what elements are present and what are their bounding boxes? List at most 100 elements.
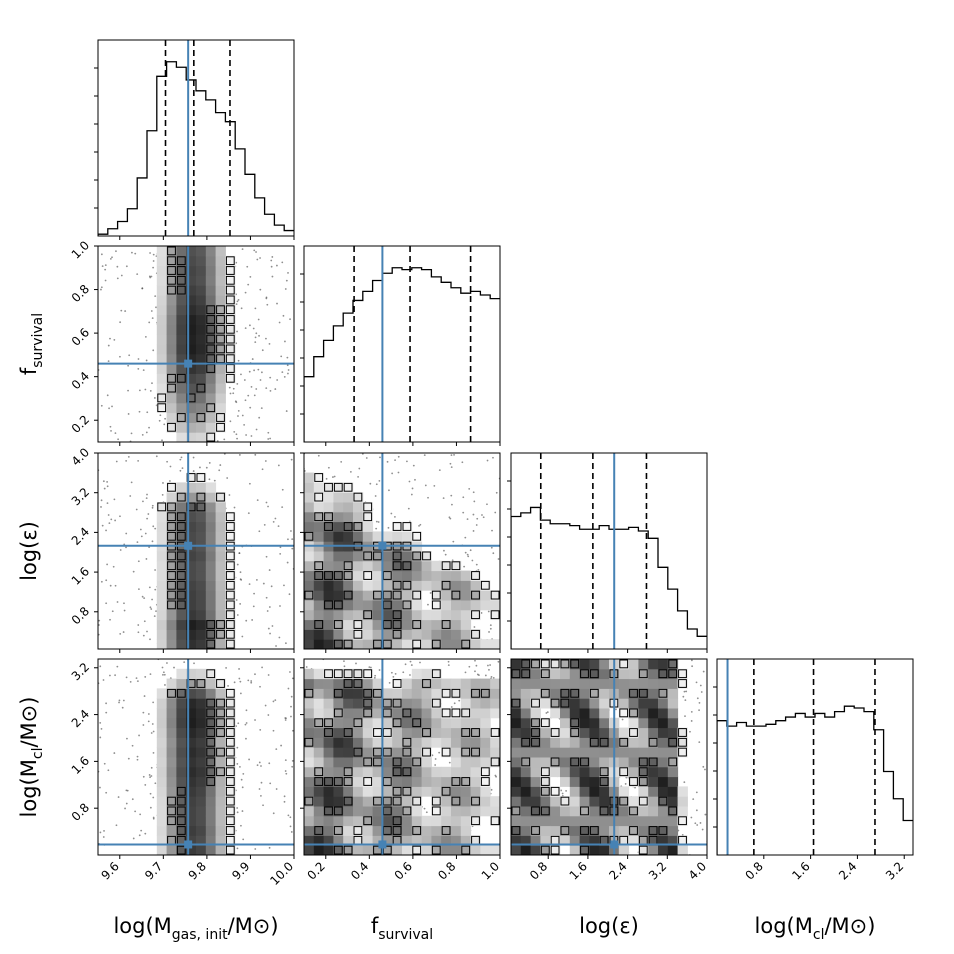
density-cell <box>225 295 236 306</box>
sample-point <box>106 394 109 397</box>
density-cell <box>215 531 226 542</box>
sample-point <box>141 595 144 598</box>
sample-point <box>126 737 128 740</box>
density-cell <box>323 678 334 689</box>
density-cell <box>343 668 354 680</box>
sample-point <box>144 532 147 535</box>
density-cell <box>421 551 432 562</box>
sample-point <box>317 454 320 457</box>
density-cell <box>196 482 207 493</box>
sample-point <box>507 787 509 789</box>
sample-point <box>452 540 455 543</box>
density-cell <box>205 393 217 404</box>
sample-point <box>248 583 251 586</box>
density-cell <box>431 629 442 640</box>
sample-point <box>147 513 150 515</box>
sample-point <box>287 538 289 541</box>
sample-point <box>241 414 244 417</box>
density-cell <box>333 678 344 689</box>
density-cell <box>411 609 423 621</box>
density-cell <box>196 757 207 768</box>
density-cell <box>460 766 472 778</box>
density-cell <box>421 845 432 855</box>
density-cell <box>205 766 217 778</box>
density-cell <box>451 806 462 817</box>
sample-point <box>247 512 250 515</box>
density-cell <box>353 580 364 591</box>
density-cell <box>166 757 177 768</box>
density-cell <box>205 668 217 680</box>
sample-point <box>147 720 150 723</box>
panel-logeps-histogram <box>507 452 708 653</box>
sample-point <box>235 303 238 306</box>
density-cell <box>362 776 374 787</box>
sample-point <box>284 759 287 762</box>
contour-segment <box>324 718 333 728</box>
sample-point <box>235 433 238 436</box>
density-cell <box>205 590 217 601</box>
density-cell <box>156 796 168 807</box>
sample-point <box>302 480 304 482</box>
density-cell <box>304 472 315 483</box>
sample-point <box>469 549 472 552</box>
contour-segment <box>471 688 480 698</box>
density-cell <box>176 324 187 335</box>
contour-segment <box>176 600 186 610</box>
sample-point <box>411 487 414 490</box>
contour-segment <box>167 285 176 295</box>
density-cell <box>176 432 187 442</box>
sample-point <box>152 260 155 262</box>
sample-point <box>472 530 475 532</box>
sample-point <box>136 755 139 758</box>
sample-point <box>152 266 155 269</box>
density-cell <box>166 324 177 335</box>
density-cell <box>205 324 217 335</box>
sample-point <box>299 568 301 570</box>
density-cell <box>196 521 207 532</box>
density-cell <box>392 580 403 591</box>
sample-point <box>409 674 411 676</box>
sample-point <box>283 800 286 803</box>
density-cell <box>166 246 177 257</box>
density-cell <box>156 639 168 649</box>
sample-point <box>193 662 195 665</box>
density-cell <box>176 815 187 827</box>
sample-point <box>113 498 116 501</box>
density-cell <box>411 776 423 787</box>
density-cell <box>304 619 315 630</box>
density-cell <box>196 422 207 433</box>
density-cell <box>402 757 413 768</box>
sample-point <box>268 846 271 849</box>
density-cell <box>333 482 344 493</box>
density-cell <box>196 560 207 572</box>
sample-point <box>427 603 429 606</box>
sample-point <box>115 250 117 253</box>
sample-point <box>300 640 302 642</box>
sample-point <box>431 754 434 757</box>
sample-point <box>154 569 156 571</box>
sample-point <box>699 684 702 687</box>
density-cell <box>431 815 442 827</box>
contour-segment <box>471 728 480 737</box>
density-cell <box>451 629 462 640</box>
density-cell <box>323 619 334 630</box>
density-cell <box>323 590 334 601</box>
density-cell <box>196 639 207 649</box>
density-cell <box>166 521 177 532</box>
density-cell <box>215 639 226 649</box>
density-cell <box>372 629 383 640</box>
sample-point <box>229 420 232 423</box>
density-cell <box>215 255 226 267</box>
sample-point <box>253 394 256 397</box>
sample-point <box>92 439 94 441</box>
density-cell <box>372 609 383 621</box>
contour-segment <box>343 845 353 855</box>
sample-point <box>125 802 128 805</box>
sample-point <box>99 786 101 789</box>
density-cell <box>205 304 217 316</box>
density-cell <box>215 590 226 601</box>
sample-point <box>274 388 277 390</box>
sample-point <box>149 390 152 392</box>
density-cell <box>421 560 432 572</box>
density-cell <box>333 835 344 846</box>
